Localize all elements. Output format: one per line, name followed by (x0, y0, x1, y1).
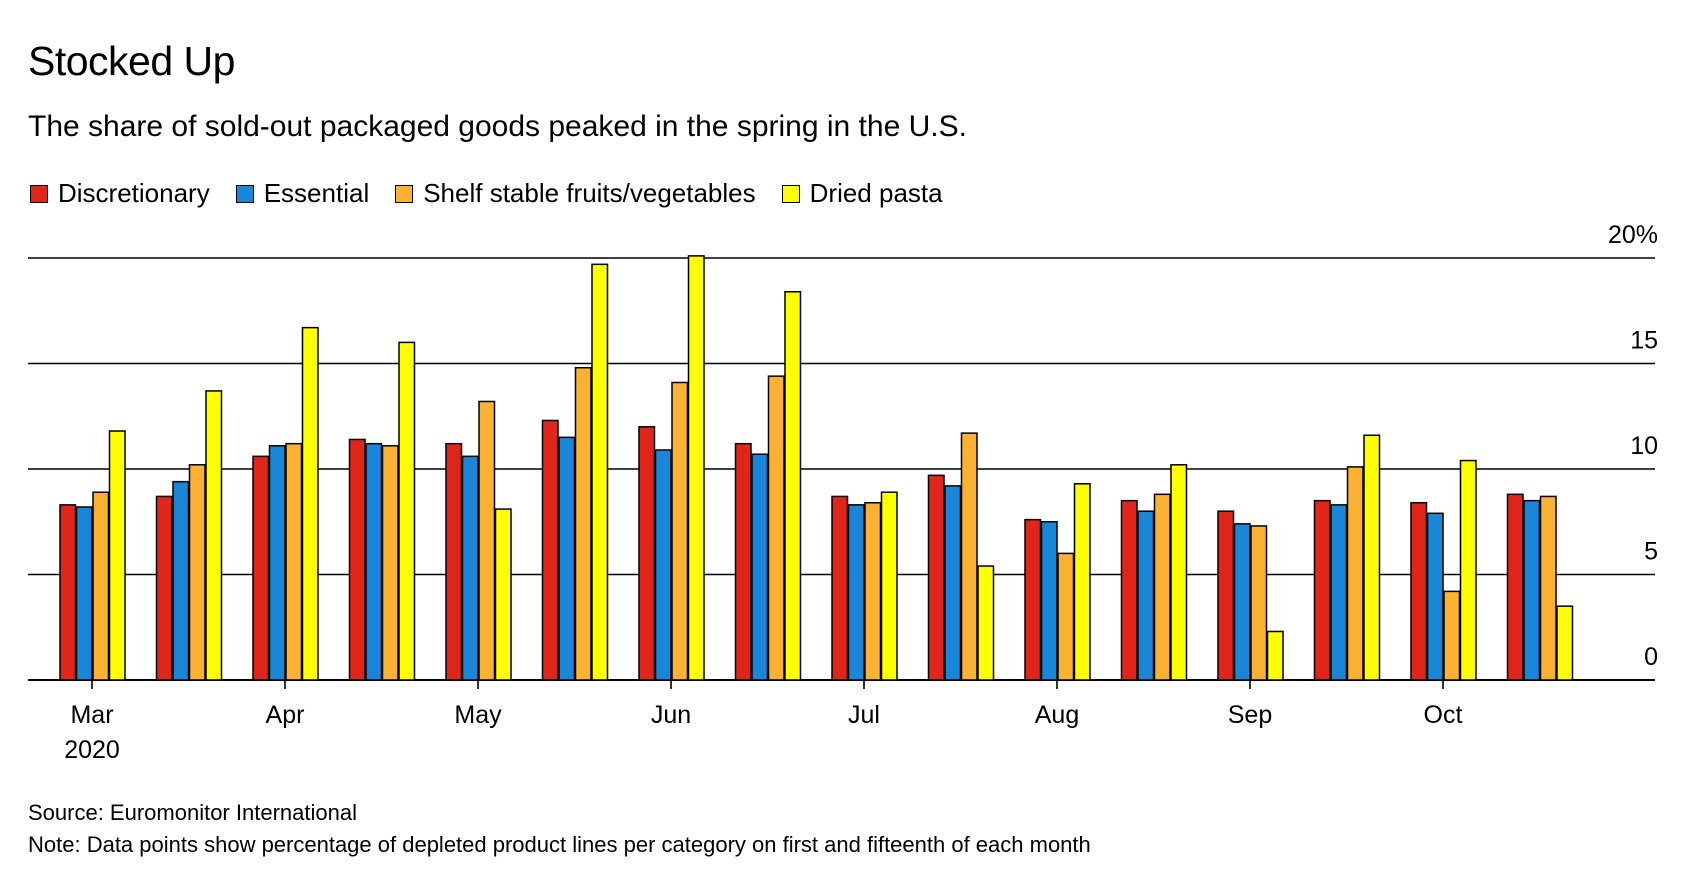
bar (1024, 518, 1042, 681)
bar (285, 442, 303, 681)
y-tick-label: 20% (1608, 221, 1658, 249)
bar (252, 455, 270, 681)
methodology-note: Note: Data points show percentage of dep… (28, 832, 1091, 857)
x-tick-label: Mar (70, 701, 113, 729)
x-tick-label: Apr (266, 701, 305, 729)
bar (268, 445, 286, 681)
chart-title: Stocked Up (28, 38, 235, 84)
bar (75, 506, 93, 681)
bar (927, 474, 945, 681)
bar (1363, 434, 1381, 681)
x-tick-label: Sep (1228, 701, 1272, 729)
bar (205, 390, 223, 681)
legend-swatch-shelf-stable (395, 184, 414, 203)
bar (574, 366, 592, 681)
bar (1040, 521, 1058, 681)
bar (1330, 504, 1348, 681)
legend-item-shelf-stable: Shelf stable fruits/vegetables (395, 178, 756, 209)
bar (1266, 630, 1284, 681)
x-tick-label: Jul (848, 701, 880, 729)
bar (1556, 605, 1574, 681)
bar (960, 432, 978, 681)
bar (1443, 590, 1461, 681)
bar (734, 442, 752, 681)
y-tick-label: 10 (1630, 432, 1658, 460)
bar (1153, 493, 1171, 681)
bar (864, 502, 882, 681)
x-tick-label: May (454, 701, 502, 729)
legend-label-shelf-stable: Shelf stable fruits/vegetables (423, 178, 756, 208)
x-tick-label: Aug (1035, 701, 1079, 729)
bar (591, 263, 609, 681)
bar (880, 491, 898, 681)
y-tick-label: 15 (1630, 327, 1658, 355)
legend-item-dried-pasta: Dried pasta (781, 178, 943, 209)
bar (365, 442, 383, 681)
x-tick-label: Oct (1424, 701, 1463, 729)
bar (92, 491, 110, 681)
bar (638, 426, 656, 681)
legend-label-dried-pasta: Dried pasta (809, 178, 943, 208)
legend-label-discretionary: Discretionary (58, 178, 210, 208)
bar (301, 326, 319, 681)
bar (784, 291, 802, 681)
legend-item-discretionary: Discretionary (30, 178, 210, 209)
legend-swatch-dried-pasta (781, 184, 800, 203)
bar (398, 341, 416, 681)
bar (687, 255, 705, 681)
bar (1346, 466, 1364, 681)
x-year-label: 2020 (64, 736, 120, 764)
bar (108, 430, 126, 681)
x-tick-label: Jun (651, 701, 691, 729)
legend-label-essential: Essential (263, 178, 370, 208)
bar (1523, 499, 1541, 681)
bar (1313, 499, 1331, 681)
legend: Discretionary Essential Shelf stable fru… (30, 178, 969, 209)
bar (478, 400, 496, 681)
bar (831, 495, 849, 681)
bar (1426, 512, 1444, 681)
bar (751, 453, 769, 681)
bar (348, 438, 366, 681)
bar (654, 449, 672, 681)
bar (59, 504, 77, 681)
bar (1120, 499, 1138, 681)
bar (494, 508, 512, 681)
bar (461, 455, 479, 681)
chart-subtitle: The share of sold-out packaged goods pea… (28, 110, 967, 143)
bar (1506, 493, 1524, 681)
bar (671, 381, 689, 681)
bar (1170, 464, 1188, 681)
legend-item-essential: Essential (235, 178, 370, 209)
bar (188, 464, 206, 681)
bar (1073, 483, 1091, 681)
bar (1057, 552, 1075, 681)
source-note: Source: Euromonitor International (28, 800, 357, 825)
y-tick-label: 5 (1644, 538, 1658, 566)
bar (1539, 495, 1557, 681)
legend-swatch-essential (235, 184, 254, 203)
bar (847, 504, 865, 681)
bar (1250, 525, 1268, 681)
bar (541, 419, 559, 681)
bar (767, 375, 785, 681)
bar (558, 436, 576, 681)
bar (445, 442, 463, 681)
bar (381, 445, 399, 681)
bar (1217, 510, 1235, 681)
bar (1233, 523, 1251, 681)
y-tick-label: 0 (1644, 643, 1658, 671)
bar (1410, 502, 1428, 681)
legend-swatch-discretionary (30, 184, 48, 203)
bar (1459, 459, 1477, 681)
bar (1137, 510, 1155, 681)
bar (977, 565, 995, 681)
bar (172, 480, 190, 681)
bar (155, 495, 173, 681)
bar (944, 485, 962, 681)
